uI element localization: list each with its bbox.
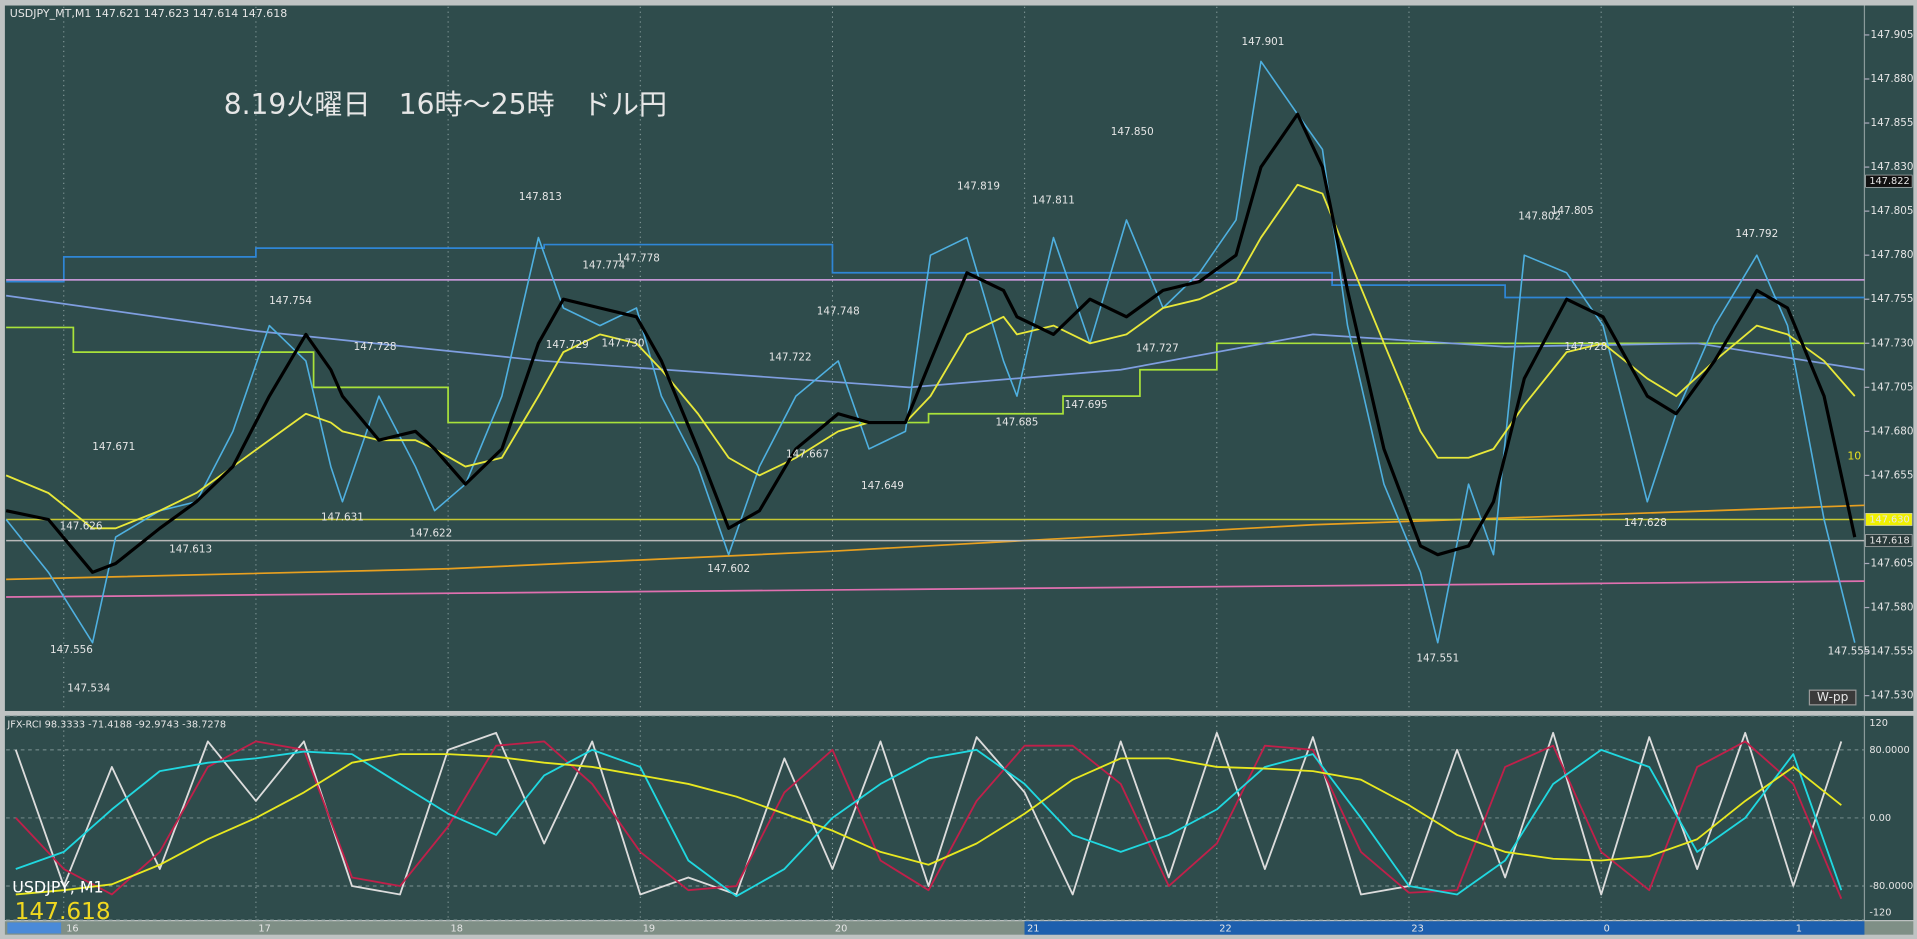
- labels: 16 17 18 19 20 21 22 23 0 1 120 80.0000 0.00 -80.0000…: [50, 29, 1913, 935]
- price-annotation: 147.671: [92, 441, 135, 453]
- timeline-segment: [7, 922, 62, 934]
- price-annotation: 147.622: [409, 528, 452, 540]
- last-price: 147.618: [15, 898, 111, 925]
- price-annotation: 147.685: [995, 417, 1038, 429]
- timeline-segment: [1024, 921, 1865, 935]
- price-annotation: 147.534: [67, 683, 110, 695]
- y-tick-label: 147.905: [1871, 29, 1914, 41]
- y-tick-label: 147.855: [1871, 117, 1914, 129]
- price-tag-label: 147.618: [1869, 536, 1909, 547]
- x-tick-label: 18: [451, 924, 463, 935]
- price-annotation: 147.556: [50, 644, 93, 656]
- x-tick-label: 17: [258, 924, 270, 935]
- overlay-line: [6, 326, 1865, 424]
- chart-title: 8.19火曜日 16時～25時 ドル円: [224, 88, 667, 121]
- price-annotation: 147.792: [1735, 228, 1778, 240]
- price-annotation: 147.649: [861, 480, 904, 492]
- y-tick-label: 120: [1869, 718, 1888, 729]
- price-annotation: 147.774: [582, 260, 625, 272]
- price-annotation: 147.850: [1111, 126, 1154, 138]
- price-annotation: 147.778: [617, 253, 660, 265]
- marker-label: 10: [1847, 450, 1861, 463]
- price-annotation: 147.727: [1136, 343, 1179, 355]
- indicator-title: JFX-RCI 98.3333 -71.4188 -92.9743 -38.72…: [6, 719, 226, 730]
- price-annotation: 147.613: [169, 543, 212, 555]
- x-tick-label: 21: [1027, 924, 1039, 935]
- y-tick-label: 80.0000: [1869, 745, 1909, 756]
- x-tick-label: 23: [1411, 924, 1423, 935]
- y-tick-label: 147.655: [1871, 469, 1914, 481]
- price-annotation: 147.901: [1241, 36, 1284, 48]
- price-tag-label: 147.822: [1869, 176, 1909, 187]
- series-line: [15, 748, 1843, 898]
- price-annotation: 147.667: [786, 448, 829, 460]
- symbol-label: USDJPY, M1: [12, 878, 103, 897]
- x-tick-label: 22: [1219, 924, 1231, 935]
- price-annotation: 147.551: [1416, 653, 1459, 665]
- price-annotation: 147.626: [60, 521, 103, 533]
- series-line: [14, 731, 1843, 896]
- price-annotation: 147.628: [1624, 517, 1667, 529]
- y-tick-label: 147.755: [1871, 293, 1914, 305]
- y-tick-label: 147.880: [1871, 73, 1914, 85]
- price-annotation: 147.805: [1551, 205, 1594, 217]
- x-tick-label: 0: [1604, 924, 1610, 935]
- price-annotation: 147.748: [817, 306, 860, 318]
- price-annotation: 147.802: [1518, 210, 1561, 222]
- price-annotation: 147.695: [1065, 399, 1108, 411]
- price-tag: [1865, 513, 1913, 526]
- plot: [5, 60, 1865, 900]
- header: USDJPY_MT,M1 147.621 147.623 147.614 147…: [10, 7, 288, 20]
- price-annotation: 147.754: [269, 295, 312, 307]
- price-annotation: 147.631: [321, 512, 364, 524]
- y-tick-label: 147.530: [1871, 690, 1914, 702]
- price-annotation: 147.722: [769, 351, 812, 363]
- series-line: [15, 753, 1842, 896]
- pivot-box: [1808, 689, 1857, 706]
- y-tick-label: -80.0000: [1869, 881, 1913, 892]
- y-tick-label: 147.680: [1871, 425, 1914, 437]
- price-annotation: 147.602: [707, 563, 750, 575]
- pivot-label: W-pp: [1817, 690, 1849, 704]
- price-annotation: 147.819: [957, 180, 1000, 192]
- y-tick-label: 147.705: [1871, 381, 1914, 393]
- x-tick-label: 1: [1796, 924, 1802, 935]
- price-annotation: 147.729: [546, 339, 589, 351]
- x-tick-label: 16: [66, 924, 78, 935]
- price-annotation: 147.813: [519, 191, 562, 203]
- indicator-panel: [4, 715, 1914, 921]
- price-annotation: 147.730: [602, 337, 645, 349]
- price-tag: [1865, 174, 1913, 188]
- y-tick-label: 147.555: [1871, 646, 1914, 658]
- series-line: [5, 112, 1857, 574]
- overlay-line: [6, 243, 1865, 299]
- price-annotation: 147.728: [354, 341, 397, 353]
- price-annotation: 147.811: [1032, 195, 1075, 207]
- y-tick-label: 147.580: [1871, 602, 1914, 614]
- x-tick-label: 20: [835, 924, 847, 935]
- x-tick-label: 19: [643, 924, 655, 935]
- price-annotation: 147.728: [1564, 341, 1607, 353]
- y-tick-label: 147.605: [1871, 558, 1914, 570]
- y-tick-label: 147.730: [1871, 337, 1914, 349]
- y-tick-label: -120: [1869, 908, 1891, 919]
- overlay-line: [5, 294, 1865, 389]
- price-annotation: 147.555: [1828, 646, 1871, 658]
- y-tick-label: 147.805: [1871, 205, 1914, 217]
- y-tick-label: 147.830: [1871, 161, 1914, 173]
- overlay-line: [6, 580, 1865, 598]
- price-tag: [1865, 534, 1913, 548]
- series-line: [15, 740, 1843, 900]
- series-line: [5, 60, 1856, 644]
- y-tick-label: 0.00: [1869, 813, 1891, 824]
- y-tick-label: 147.780: [1871, 249, 1914, 261]
- price-tag-label: 147.630: [1869, 514, 1909, 525]
